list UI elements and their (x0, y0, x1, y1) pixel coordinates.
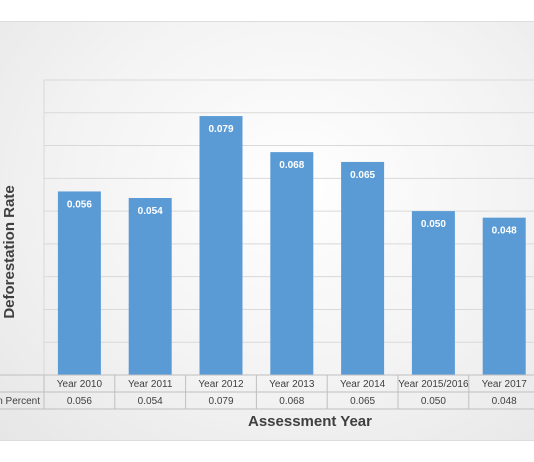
category-label: Year 2010 (57, 379, 103, 390)
bar (411, 211, 455, 375)
bar (341, 161, 385, 375)
category-label: Year 2013 (269, 379, 315, 390)
table-value: 0.068 (279, 396, 304, 407)
bar (199, 116, 243, 376)
category-label: Year 2015/2016 (398, 379, 469, 390)
table-value: 0.065 (350, 396, 375, 407)
category-label: Year 2011 (128, 379, 173, 390)
bar-data-label: 0.079 (208, 124, 233, 135)
bar-data-label: 0.065 (350, 170, 375, 181)
bar-data-label: 0.048 (492, 226, 517, 237)
bar (482, 217, 526, 375)
bar (128, 198, 172, 375)
bar-data-label: 0.068 (279, 160, 304, 171)
table-value: 0.054 (138, 396, 163, 407)
table-value: 0.048 (492, 396, 517, 407)
table-value: 0.056 (67, 396, 92, 407)
table-value: 0.050 (421, 396, 446, 407)
category-label: Year 2017 (482, 379, 528, 390)
y-axis-title: Deforestation Rate (1, 185, 18, 318)
x-axis-title: Assessment Year (248, 413, 372, 430)
series-row-label: n Percent (0, 396, 40, 407)
bar (270, 152, 314, 375)
table-value: 0.079 (208, 396, 233, 407)
bar-data-label: 0.050 (421, 219, 446, 230)
bar-data-label: 0.054 (138, 206, 163, 217)
category-label: Year 2014 (340, 379, 386, 390)
bar (57, 191, 101, 375)
bar-data-label: 0.056 (67, 199, 92, 210)
bars: 0.056 0.054 0.079 0.068 0.065 0.050 0.048 (57, 116, 526, 376)
category-label: Year 2012 (198, 379, 244, 390)
data-table: Year 2010 0.056 Year 2011 0.054 Year 2012 0.0… (0, 80, 534, 410)
